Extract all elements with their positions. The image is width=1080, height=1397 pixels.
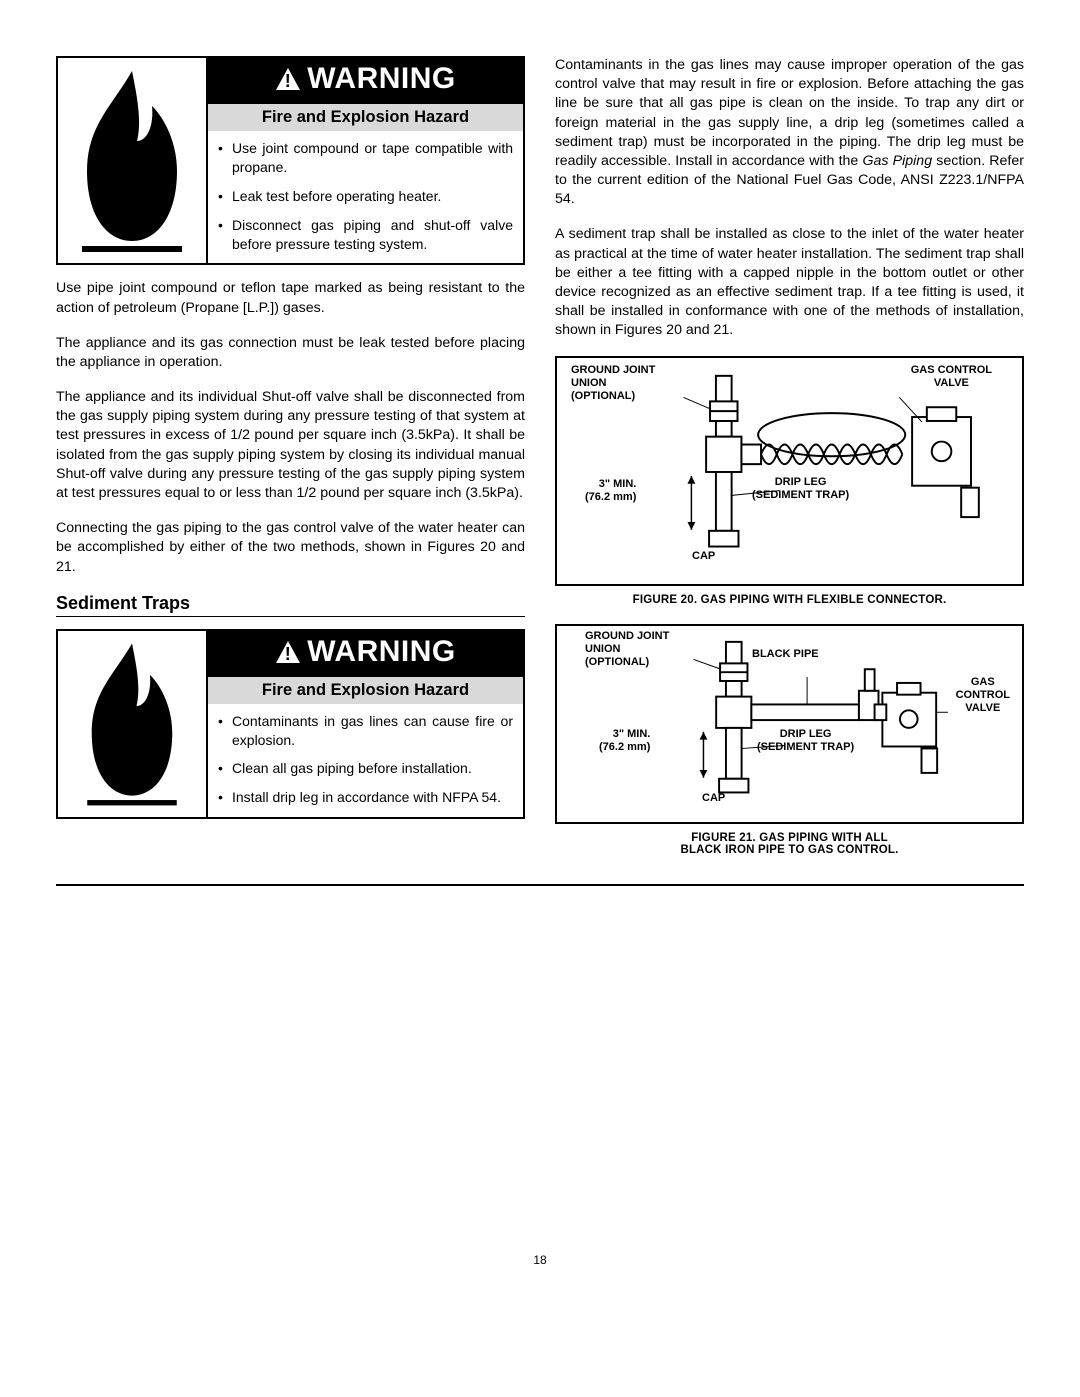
fig-label-gas-control: GAS CONTROL VALVE	[911, 364, 992, 389]
body-paragraph: Use pipe joint compound or teflon tape m…	[56, 279, 525, 317]
warning-box-2: ! WARNING Fire and Explosion Hazard •Con…	[56, 629, 525, 820]
warning-subtitle: Fire and Explosion Hazard	[208, 102, 523, 131]
body-paragraph: A sediment trap shall be installed as cl…	[555, 225, 1024, 340]
warning-box-1: ! WARNING Fire and Explosion Hazard •Use…	[56, 56, 525, 265]
fig-label-drip-leg: DRIP LEG (SEDIMENT TRAP)	[757, 728, 854, 753]
fig-label-cap: CAP	[702, 792, 725, 805]
figure-20-caption: FIGURE 20. GAS PIPING WITH FLEXIBLE CONN…	[555, 594, 1024, 606]
warning-bullet: Install drip leg in accordance with NFPA…	[232, 788, 513, 807]
warning-bullet-list: •Use joint compound or tape compatible w…	[208, 131, 523, 263]
flame-icon	[72, 66, 192, 256]
figure-20: GROUND JOINT UNION (OPTIONAL) GAS CONTRO…	[555, 356, 1024, 586]
fig-label-cap: CAP	[692, 550, 715, 563]
warning-bullet: Disconnect gas piping and shut-off valve…	[232, 216, 513, 254]
body-paragraph: The appliance and its individual Shut-of…	[56, 388, 525, 503]
section-rule	[56, 616, 525, 617]
fig-label-black-pipe: BLACK PIPE	[752, 648, 819, 661]
warning-bullet: Contaminants in gas lines can cause fire…	[232, 712, 513, 750]
fig-label-drip-leg: DRIP LEG (SEDIMENT TRAP)	[752, 476, 849, 501]
body-paragraph: The appliance and its gas connection mus…	[56, 334, 525, 372]
body-paragraph: Connecting the gas piping to the gas con…	[56, 519, 525, 577]
alert-triangle-icon: !	[275, 640, 301, 664]
body-paragraph: Contaminants in the gas lines may cause …	[555, 56, 1024, 209]
svg-text:!: !	[285, 644, 292, 664]
flame-icon-cell	[58, 631, 208, 818]
right-column: Contaminants in the gas lines may cause …	[555, 56, 1024, 874]
fig-label-min: 3" MIN. (76.2 mm)	[585, 478, 636, 503]
fig-label-gas-control: GAS CONTROL VALVE	[956, 676, 1010, 714]
alert-triangle-icon: !	[275, 67, 301, 91]
section-heading: Sediment Traps	[56, 593, 525, 614]
warning-bullet: Use joint compound or tape compatible wi…	[232, 139, 513, 177]
left-column: ! WARNING Fire and Explosion Hazard •Use…	[56, 56, 525, 874]
warning-bullet: Leak test before operating heater.	[232, 187, 513, 206]
figure-21-caption: FIGURE 21. GAS PIPING WITH ALL BLACK IRO…	[555, 832, 1024, 856]
warning-bullet-list: •Contaminants in gas lines can cause fir…	[208, 704, 523, 818]
warning-header: ! WARNING	[208, 58, 523, 102]
svg-text:!: !	[285, 71, 292, 91]
bottom-rule	[56, 884, 1024, 886]
fig-label-ground-joint: GROUND JOINT UNION (OPTIONAL)	[585, 630, 669, 668]
page-number: 18	[0, 1253, 1080, 1267]
warning-title: WARNING	[307, 635, 456, 669]
warning-header: ! WARNING	[208, 631, 523, 675]
warning-title: WARNING	[307, 62, 456, 96]
flame-icon-cell	[58, 58, 208, 263]
warning-bullet: Clean all gas piping before installation…	[232, 759, 513, 778]
fig-label-min: 3" MIN. (76.2 mm)	[599, 728, 650, 753]
figure-21: GROUND JOINT UNION (OPTIONAL) BLACK PIPE…	[555, 624, 1024, 824]
warning-subtitle: Fire and Explosion Hazard	[208, 675, 523, 704]
fig-label-ground-joint: GROUND JOINT UNION (OPTIONAL)	[571, 364, 655, 402]
flame-icon	[72, 639, 192, 809]
